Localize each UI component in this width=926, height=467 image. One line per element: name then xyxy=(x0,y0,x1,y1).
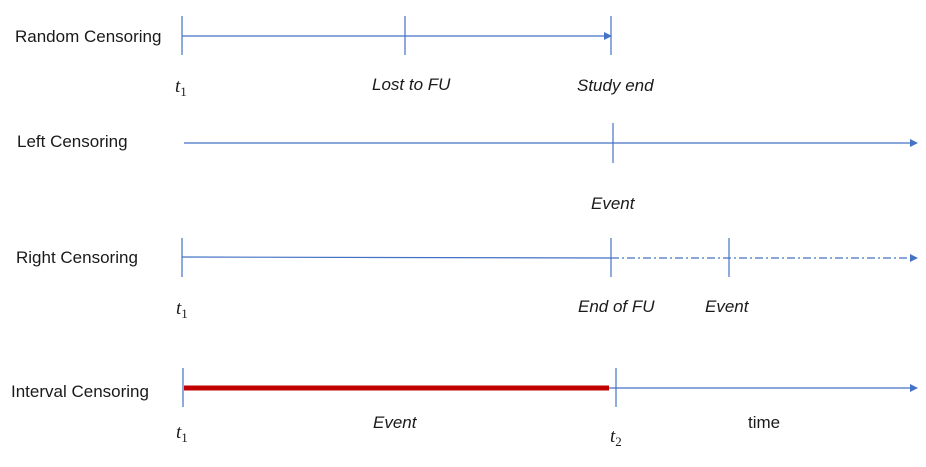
time-axis-label: time xyxy=(748,413,780,432)
random-arrowhead xyxy=(604,32,612,40)
random-t1-label: t1 xyxy=(175,76,187,99)
row-label-random-censoring: Random Censoring xyxy=(15,27,161,46)
right-event-label: Event xyxy=(705,297,750,316)
row-label-left-censoring: Left Censoring xyxy=(17,132,128,151)
row-label-interval-censoring: Interval Censoring xyxy=(11,382,149,401)
interval-event-label: Event xyxy=(373,413,418,432)
row-interval-censoring: Interval Censoring t1 Event t2 time xyxy=(11,368,918,449)
right-timeline-observed xyxy=(181,256,612,259)
interval-t2-label: t2 xyxy=(610,426,622,449)
row-label-right-censoring: Right Censoring xyxy=(16,248,138,267)
interval-t1-label: t1 xyxy=(176,422,188,445)
right-arrowhead xyxy=(910,254,918,262)
study-end-label: Study end xyxy=(577,76,654,95)
end-of-fu-label: End of FU xyxy=(578,297,655,316)
right-t1-label: t1 xyxy=(176,298,188,321)
interval-arrowhead xyxy=(910,384,918,392)
left-arrowhead xyxy=(910,139,918,147)
row-right-censoring: Right Censoring t1 End of FU Event xyxy=(16,238,918,321)
row-random-censoring: Random Censoring t1 Lost to FU Study end xyxy=(15,16,654,99)
left-event-label: Event xyxy=(591,194,636,213)
lost-to-fu-label: Lost to FU xyxy=(372,75,451,94)
row-left-censoring: Left Censoring Event xyxy=(17,123,918,213)
